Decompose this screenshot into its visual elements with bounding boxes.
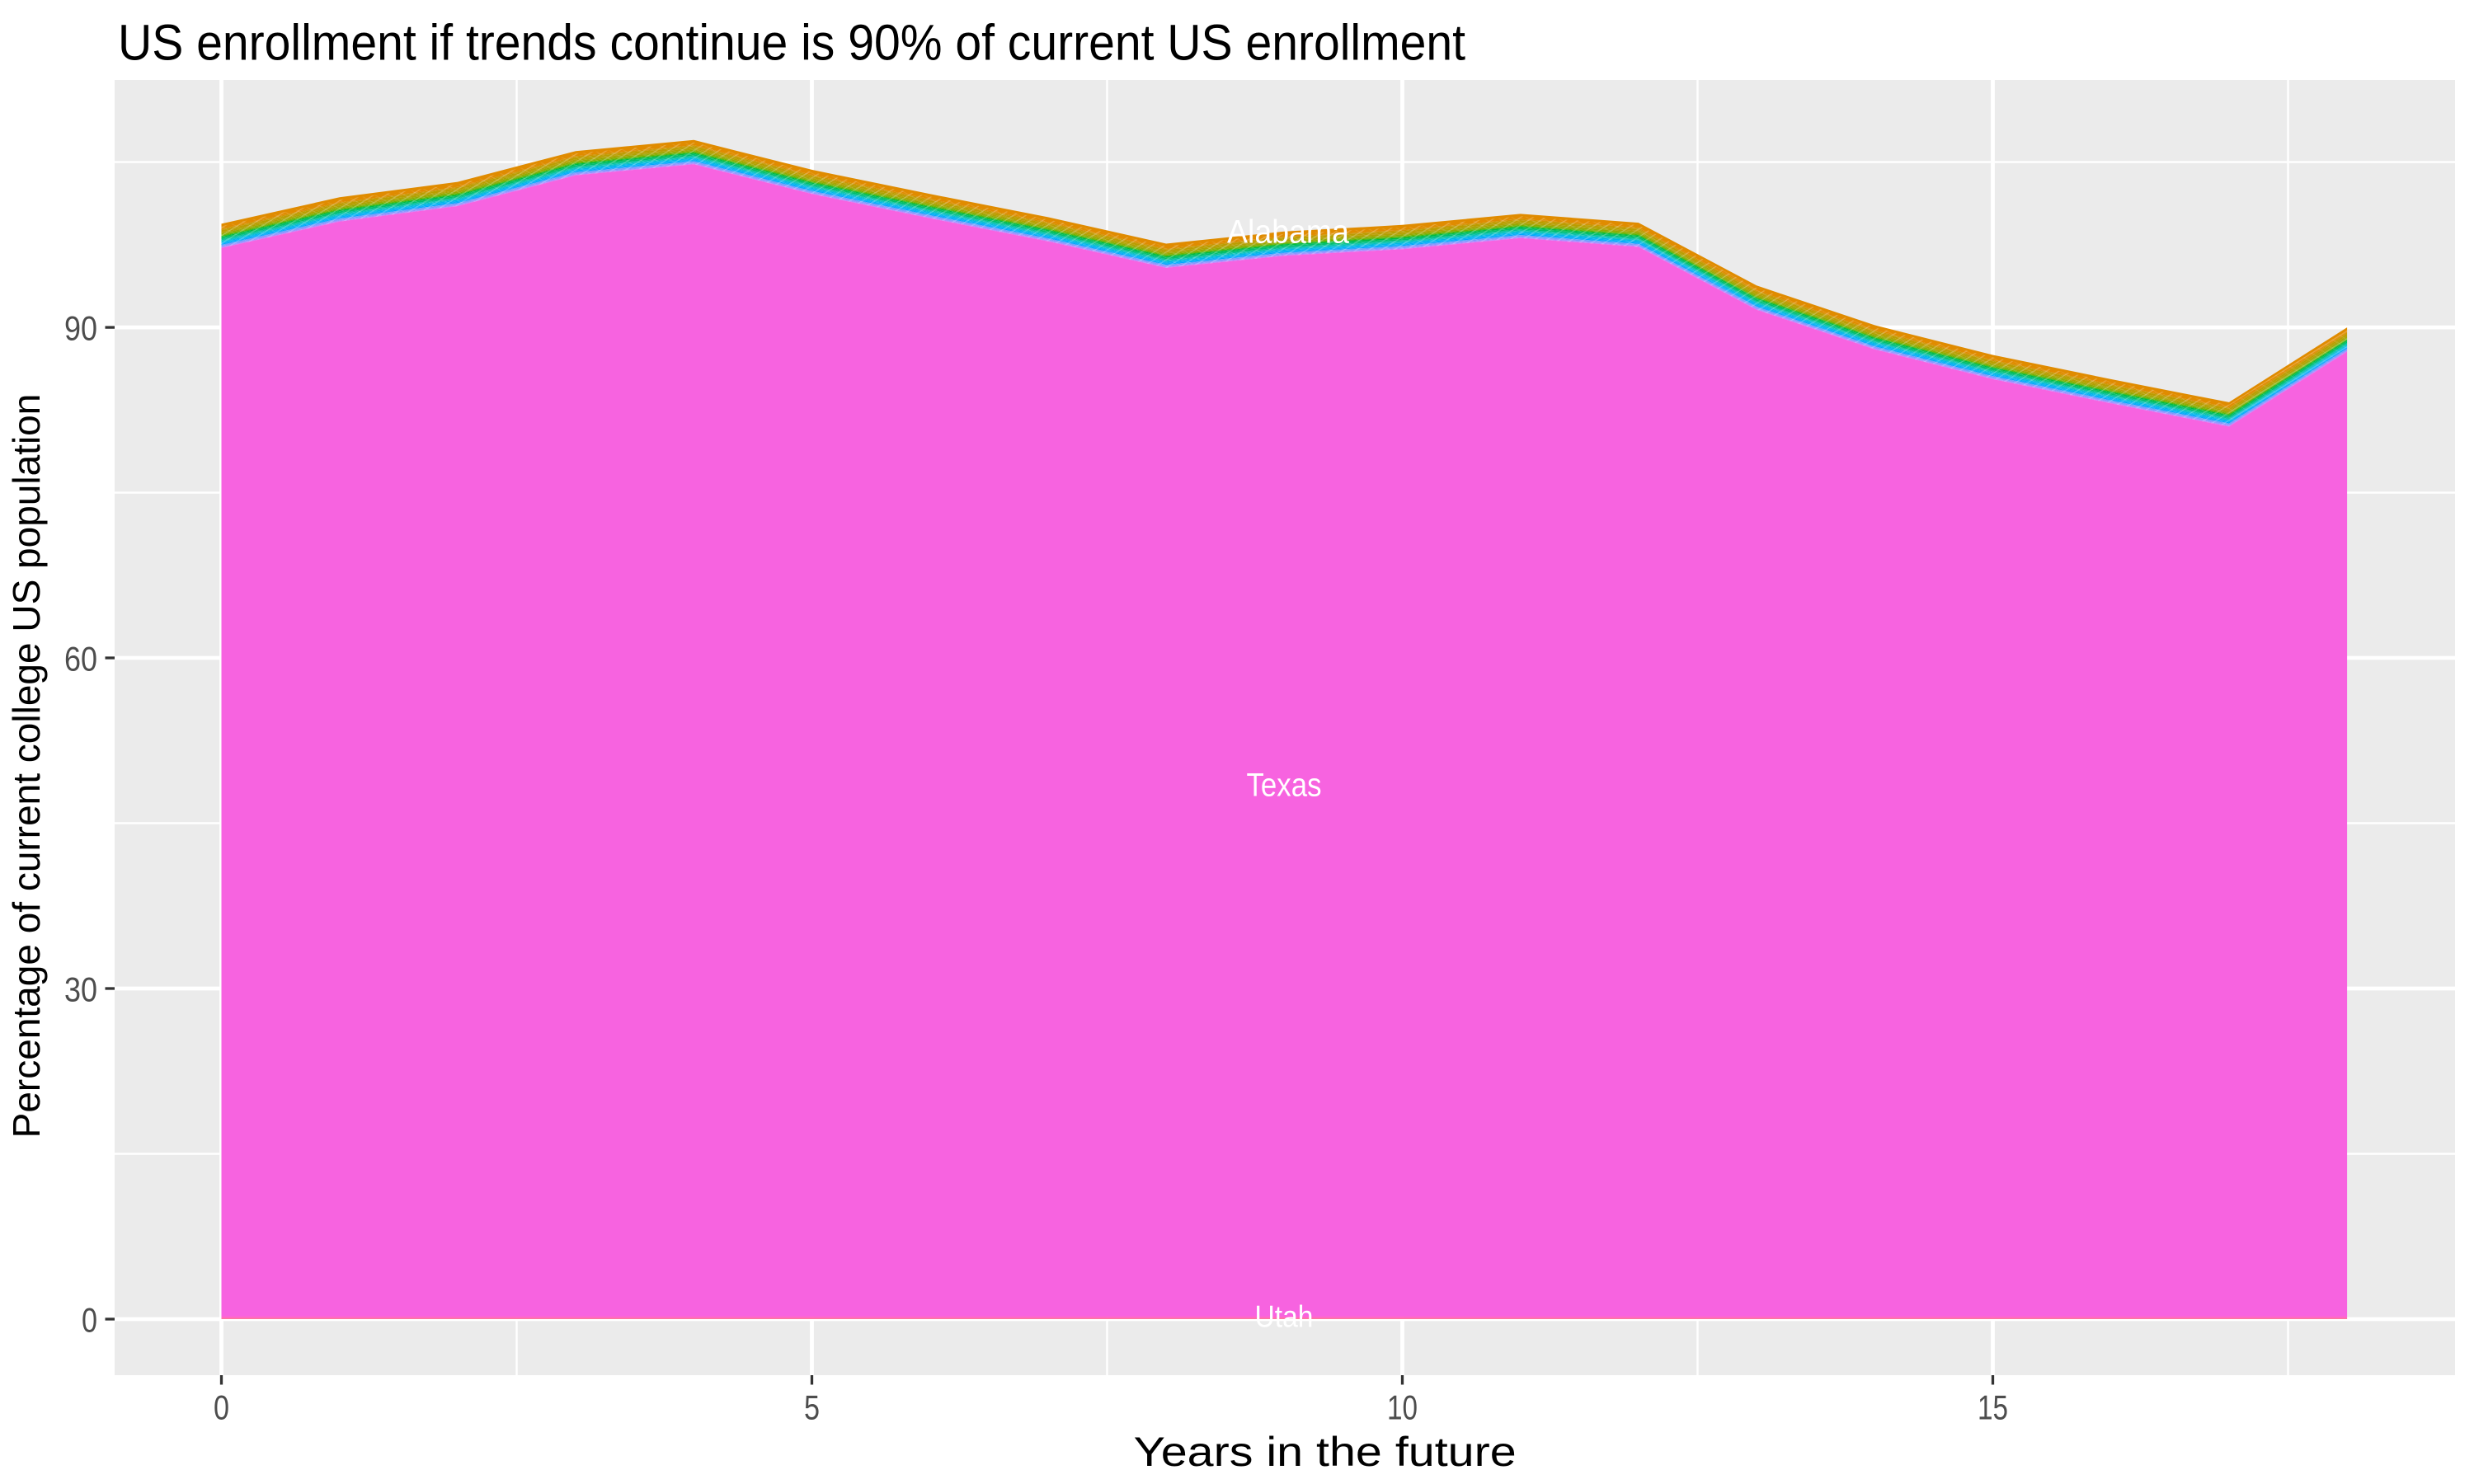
svg-text:Alabama: Alabama — [1227, 214, 1350, 251]
svg-text:0: 0 — [214, 1388, 229, 1427]
svg-text:60: 60 — [64, 639, 97, 678]
svg-text:90: 90 — [64, 308, 97, 347]
svg-text:Texas: Texas — [1247, 768, 1322, 804]
svg-text:5: 5 — [804, 1388, 820, 1427]
svg-text:US enrollment if trends contin: US enrollment if trends continue is 90% … — [118, 15, 1465, 71]
svg-text:Years in the future: Years in the future — [1134, 1429, 1517, 1475]
svg-text:10: 10 — [1387, 1388, 1418, 1427]
svg-text:30: 30 — [64, 970, 97, 1008]
svg-text:Percentage of current college: Percentage of current college US populat… — [5, 394, 48, 1139]
svg-text:15: 15 — [1978, 1388, 2008, 1427]
svg-text:0: 0 — [82, 1300, 97, 1339]
svg-text:Utah: Utah — [1255, 1300, 1314, 1334]
